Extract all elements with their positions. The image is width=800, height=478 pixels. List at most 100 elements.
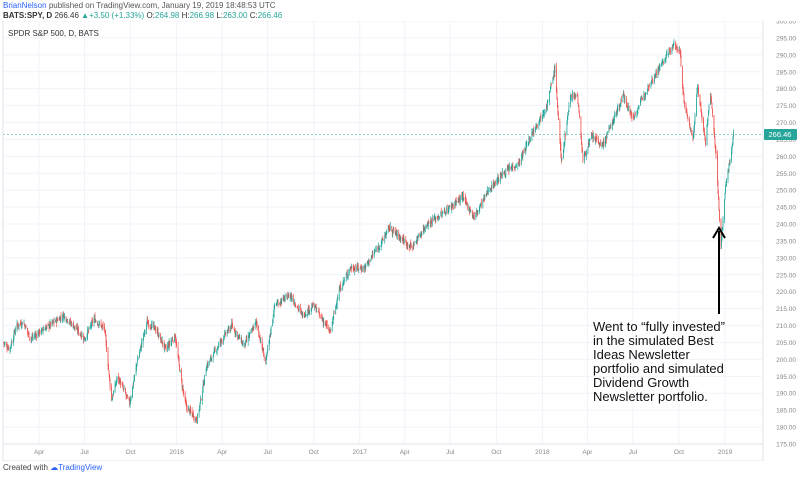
price-chart[interactable]: 175.00 180.00 185.00 190.00 195.00 200.00 205.… xyxy=(0,21,800,461)
candle-body xyxy=(641,97,643,99)
candle-body xyxy=(91,321,92,328)
candle-body xyxy=(62,313,64,318)
candle-body xyxy=(203,382,205,386)
candle-body xyxy=(465,198,467,202)
candle-body xyxy=(405,240,407,246)
candle-body xyxy=(582,148,583,153)
candle-body xyxy=(342,285,344,290)
annotation-line: Dividend Growth xyxy=(593,375,689,390)
candle-body xyxy=(559,121,561,141)
candle-body xyxy=(473,216,475,218)
candle-body xyxy=(116,380,117,383)
candle-body xyxy=(93,318,95,324)
candle-body xyxy=(708,111,709,116)
candle-body xyxy=(531,132,533,141)
candle-body xyxy=(706,125,708,146)
candle-body xyxy=(419,234,421,238)
candle-body xyxy=(240,338,242,341)
candle-body xyxy=(732,143,733,146)
candle-body xyxy=(498,179,500,182)
candle-body xyxy=(419,235,421,237)
candle-body xyxy=(204,375,205,382)
tradingview-link[interactable]: TradingView xyxy=(58,463,103,472)
candle-body xyxy=(389,227,391,229)
y-tick-label: 210.00 xyxy=(776,323,796,330)
candle-body xyxy=(38,332,39,335)
candle-body xyxy=(174,334,176,338)
candle-body xyxy=(622,94,624,103)
candle-body xyxy=(684,101,685,104)
candle-body xyxy=(630,111,632,115)
candle-body xyxy=(682,86,684,92)
candle-body xyxy=(447,210,449,212)
candle-body xyxy=(380,243,382,247)
candle-body xyxy=(718,198,720,211)
candle-body xyxy=(480,201,482,206)
candle-body xyxy=(340,285,342,291)
candle-body xyxy=(507,168,509,169)
candle-body xyxy=(666,52,668,56)
candle-body xyxy=(615,113,617,116)
candle-body xyxy=(192,413,193,417)
candle-body xyxy=(234,330,236,333)
candle-body xyxy=(552,77,554,85)
candle-body xyxy=(483,195,485,198)
candle-body xyxy=(129,401,131,406)
candle-body xyxy=(13,338,14,343)
tradingview-logo-icon[interactable]: ☁ xyxy=(50,463,59,472)
candle-body xyxy=(282,297,284,301)
open-label: O: xyxy=(146,11,155,20)
candle-body xyxy=(401,237,403,240)
candle-body xyxy=(136,363,138,366)
candle-body xyxy=(25,325,26,330)
candle-body xyxy=(696,97,697,116)
candle-body xyxy=(638,107,639,109)
candle-body xyxy=(375,249,377,251)
candle-body xyxy=(175,339,177,345)
candle-body xyxy=(712,108,713,114)
candle-body xyxy=(542,114,544,115)
candle-body xyxy=(487,190,489,193)
candle-body xyxy=(318,311,320,315)
candle-body xyxy=(658,67,660,71)
candle-body xyxy=(644,94,645,97)
candle-body xyxy=(203,383,204,386)
candle-body xyxy=(547,102,549,103)
candle-body xyxy=(395,233,397,234)
time-axis[interactable]: Apr Jul Oct 2016 Apr Jul Oct 2017 Apr Jul Oct 2018 A… xyxy=(3,443,763,456)
chart-header: BrianNelson published on TradingView.com… xyxy=(0,0,800,20)
candle-body xyxy=(464,196,466,200)
candle-body xyxy=(670,50,671,53)
y-tick-label: 225.00 xyxy=(776,272,796,279)
candle-body xyxy=(409,243,411,248)
candle-body xyxy=(676,47,677,49)
candle-body xyxy=(322,319,324,321)
candle-body xyxy=(87,330,88,337)
candle-body xyxy=(605,137,607,141)
candle-body xyxy=(525,144,527,147)
candle-body xyxy=(623,93,625,95)
y-tick-label: 300.00 xyxy=(776,21,796,26)
author-link[interactable]: BrianNelson xyxy=(3,1,47,10)
candle-body xyxy=(259,337,261,338)
candle-body xyxy=(679,49,681,52)
price-axis[interactable]: 175.00 180.00 185.00 190.00 195.00 200.00 205.… xyxy=(776,21,796,449)
candle-body xyxy=(428,222,430,223)
candle-body xyxy=(218,344,219,347)
candle-body xyxy=(703,118,704,127)
candle-body xyxy=(95,320,96,323)
candle-body xyxy=(531,132,533,133)
candle-body xyxy=(268,339,270,347)
chart-grid xyxy=(3,21,763,445)
candle-body xyxy=(59,317,60,320)
candle-body xyxy=(32,337,34,338)
candle-body xyxy=(301,311,303,317)
candle-body xyxy=(43,329,44,331)
candle-body xyxy=(384,236,386,241)
candle-body xyxy=(280,300,282,305)
candle-body xyxy=(231,323,233,329)
annotation-line: Newsletter portfolio. xyxy=(593,389,708,404)
candle-body xyxy=(368,259,370,263)
candle-body xyxy=(217,346,219,349)
candle-body xyxy=(326,324,328,325)
